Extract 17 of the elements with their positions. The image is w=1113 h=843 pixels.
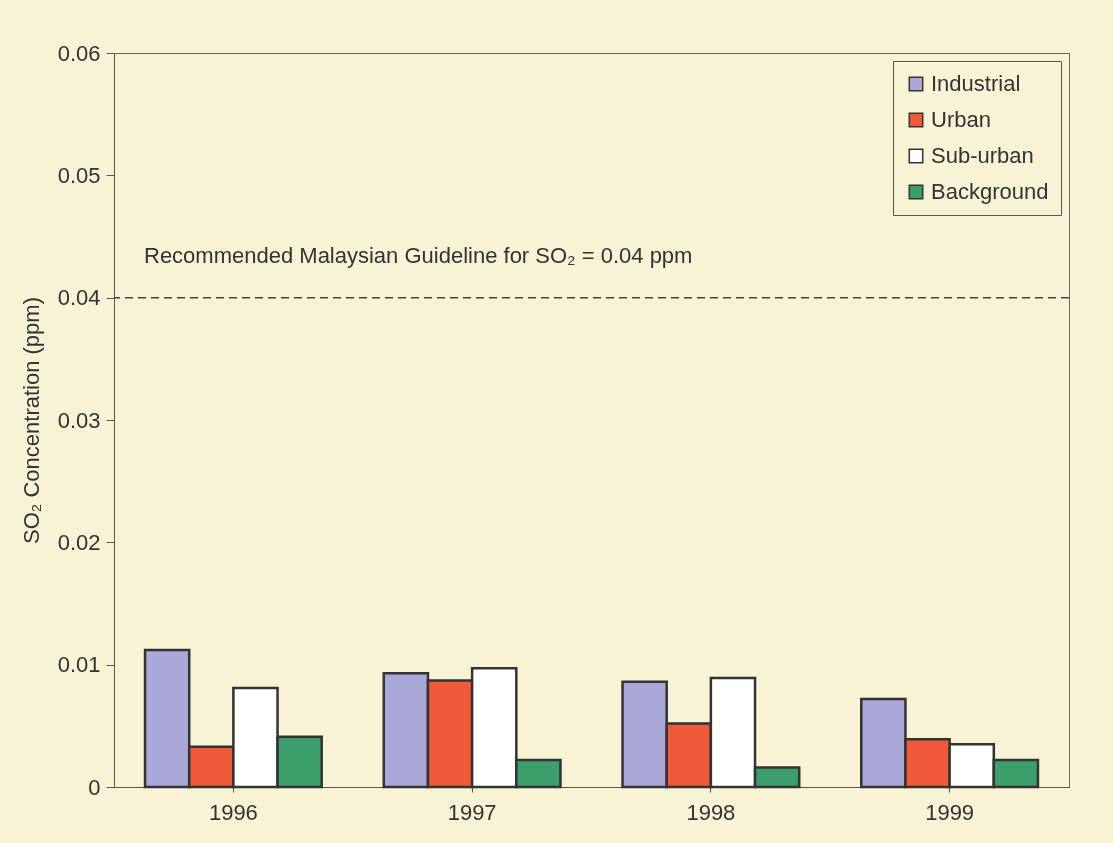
y-tick-label: 0.02 bbox=[57, 529, 101, 555]
y-axis-title: SO₂ Concentration (ppm) bbox=[18, 297, 44, 544]
y-tick-label: 0.03 bbox=[57, 407, 101, 433]
y-tick-label: 0.01 bbox=[57, 652, 101, 678]
y-tick-label: 0.04 bbox=[57, 285, 101, 311]
x-tick-label: 1996 bbox=[208, 799, 258, 825]
legend-label: Sub-urban bbox=[931, 143, 1034, 168]
ref-line-label: Recommended Malaysian Guideline for SO₂ = 0.04 ppm bbox=[144, 242, 693, 268]
x-tick-label: 1999 bbox=[925, 799, 975, 825]
y-tick-label: 0.05 bbox=[57, 162, 101, 188]
legend-label: Urban bbox=[931, 107, 991, 132]
legend-label: Background bbox=[931, 179, 1049, 204]
legend-label: Industrial bbox=[931, 71, 1021, 96]
x-tick-label: 1998 bbox=[686, 799, 736, 825]
y-tick-label: 0 bbox=[88, 774, 101, 800]
y-tick-label: 0.06 bbox=[57, 40, 101, 66]
x-tick-label: 1997 bbox=[447, 799, 497, 825]
